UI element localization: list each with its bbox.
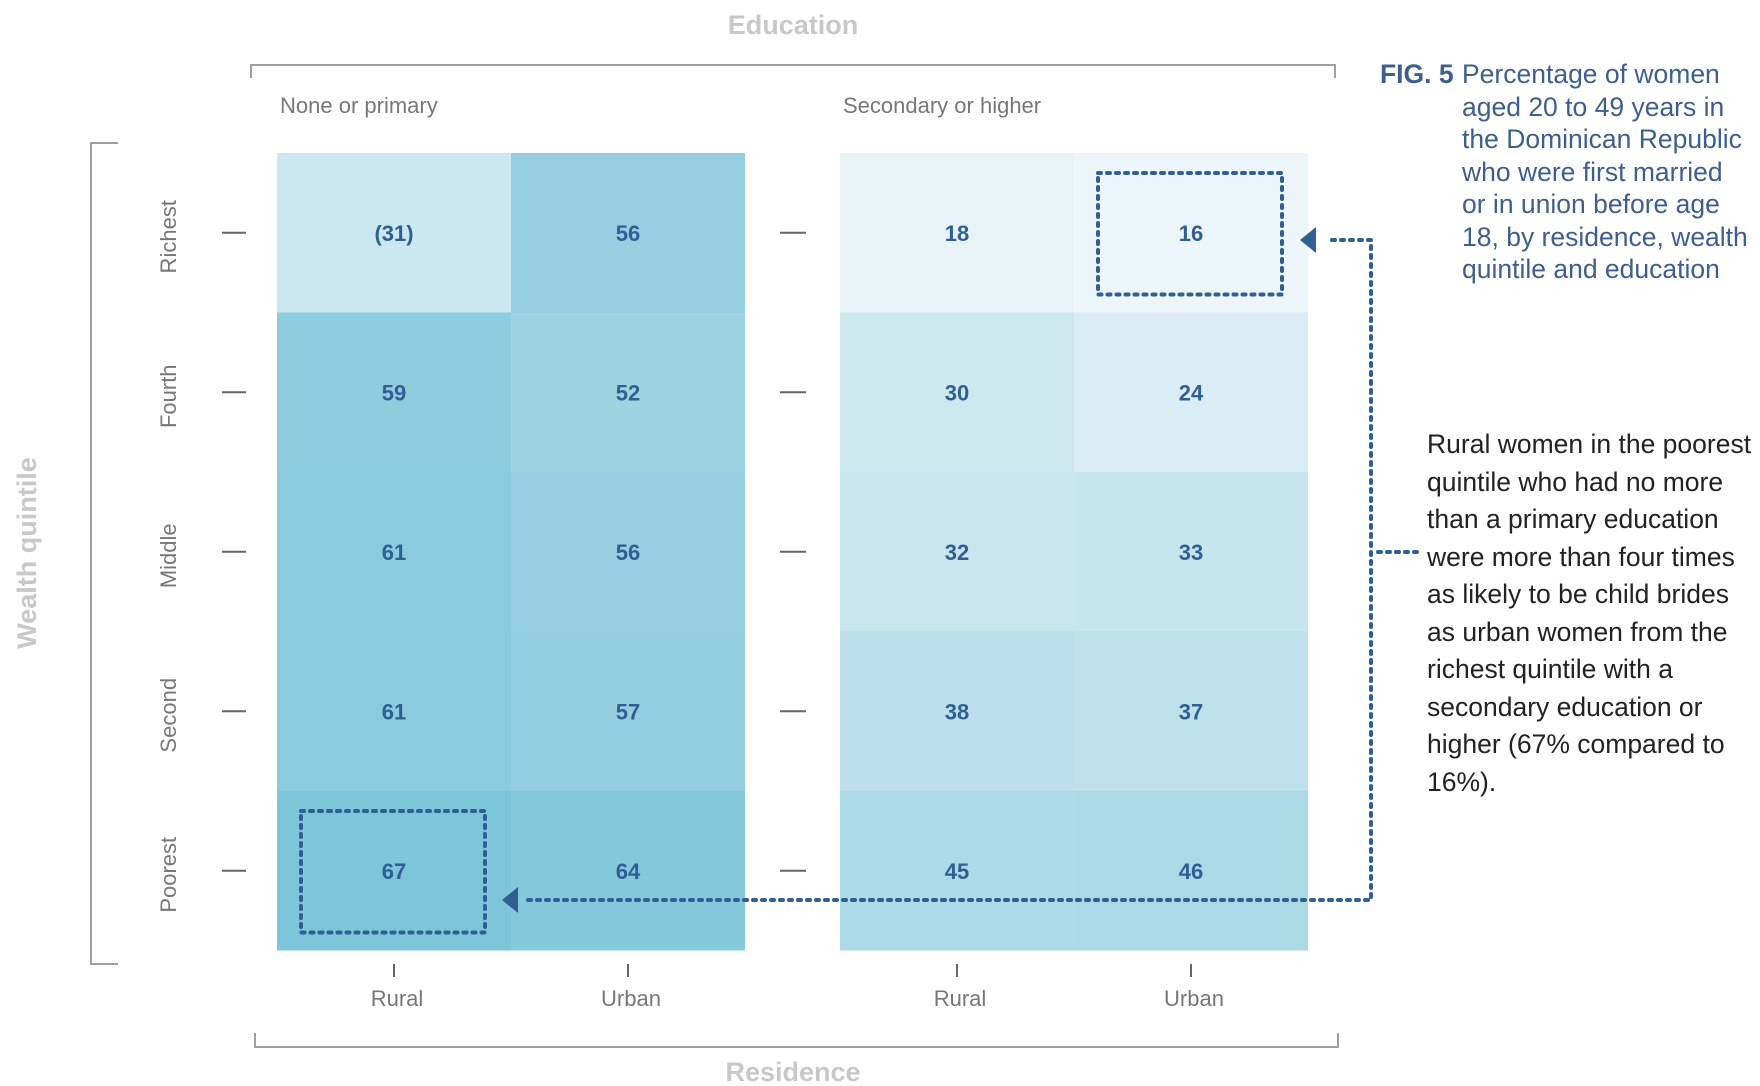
figure-title: Percentage of women aged 20 to 49 years … [1462, 59, 1748, 284]
cell-value-label: (31) [374, 221, 413, 246]
callout-arrowhead [502, 887, 518, 913]
heatmap-cell [1074, 631, 1308, 791]
residence-bracket [254, 1033, 1339, 1048]
heatmap-cell [1074, 153, 1308, 313]
cell-value-label: 61 [382, 540, 406, 565]
heatmap-cell [840, 312, 1074, 472]
axes-layer: Education None or primary Secondary or hig… [12, 10, 1339, 1086]
cell-value-label: 67 [382, 859, 406, 884]
annotation-text: Rural women in the poorest quintile who … [1427, 429, 1752, 797]
wealth-quintile-bracket [90, 142, 118, 965]
cell-value-label: 59 [382, 380, 406, 405]
highlight-box [1096, 171, 1284, 297]
cell-value-label: 64 [616, 859, 641, 884]
cell-value-label: 56 [616, 221, 640, 246]
labels-layer: (31) 56 18 16 59 52 30 24 61 56 32 33 61 57 38 37 67 64 45… [374, 221, 1204, 884]
column-tick-label: Urban [601, 986, 661, 1011]
heatmap-cell [277, 631, 511, 791]
callout-connector [520, 238, 1373, 902]
heatmap-cell [511, 153, 745, 313]
callout-arrowhead [1300, 227, 1316, 253]
row-tick-label: Richest [156, 200, 181, 273]
highlight-box [299, 809, 487, 935]
heatmap-cell [277, 153, 511, 313]
row-tick-label: Middle [156, 523, 181, 588]
cell-value-label: 45 [945, 859, 969, 884]
figure-caption: FIG. 5 Percentage of women aged 20 to 49… [1380, 58, 1750, 286]
row-tick-label: Second [156, 678, 181, 753]
cell-value-label: 18 [945, 221, 969, 246]
heatmap-cell [840, 153, 1074, 313]
cell-value-label: 24 [1179, 380, 1204, 405]
y-axis-title: Wealth quintile [12, 457, 42, 649]
heatmap-cell [511, 312, 745, 472]
cells-layer [277, 153, 1308, 951]
heatmap-cell [277, 791, 511, 951]
cell-value-label: 61 [382, 699, 406, 724]
education-bracket [250, 64, 1336, 78]
column-tick-label: Urban [1164, 986, 1224, 1011]
heatmap-cell [277, 472, 511, 632]
heatmap-cell [511, 791, 745, 951]
cell-value-label: 30 [945, 380, 969, 405]
top-axis-title: Education [728, 10, 859, 40]
cell-value-label: 56 [616, 540, 640, 565]
bottom-axis-title: Residence [725, 1057, 860, 1086]
heatmap-cell [1074, 312, 1308, 472]
heatmap-cell [1074, 791, 1308, 951]
cell-value-label: 33 [1179, 540, 1203, 565]
column-tick-label: Rural [371, 986, 424, 1011]
cell-value-label: 52 [616, 380, 640, 405]
row-tick-label: Fourth [156, 364, 181, 428]
cell-value-label: 32 [945, 540, 969, 565]
heatmap-cell [277, 312, 511, 472]
heatmap-cell [840, 631, 1074, 791]
column-tick-label: Rural [934, 986, 987, 1011]
group-header-label: Secondary or higher [843, 93, 1041, 118]
group-header-label: None or primary [280, 93, 438, 118]
cell-value-label: 57 [616, 699, 640, 724]
row-tick-label: Poorest [156, 837, 181, 913]
cell-value-label: 46 [1179, 859, 1203, 884]
heatmap-cell [840, 791, 1074, 951]
cell-value-label: 37 [1179, 699, 1203, 724]
heatmap-cell [511, 472, 745, 632]
cell-value-label: 38 [945, 699, 969, 724]
heatmap-cell [1074, 472, 1308, 632]
figure-label: FIG. 5 [1380, 59, 1454, 89]
cell-value-label: 16 [1179, 221, 1203, 246]
callout-layer [299, 171, 1419, 935]
heatmap-cell [840, 472, 1074, 632]
heatmap-cell [511, 631, 745, 791]
